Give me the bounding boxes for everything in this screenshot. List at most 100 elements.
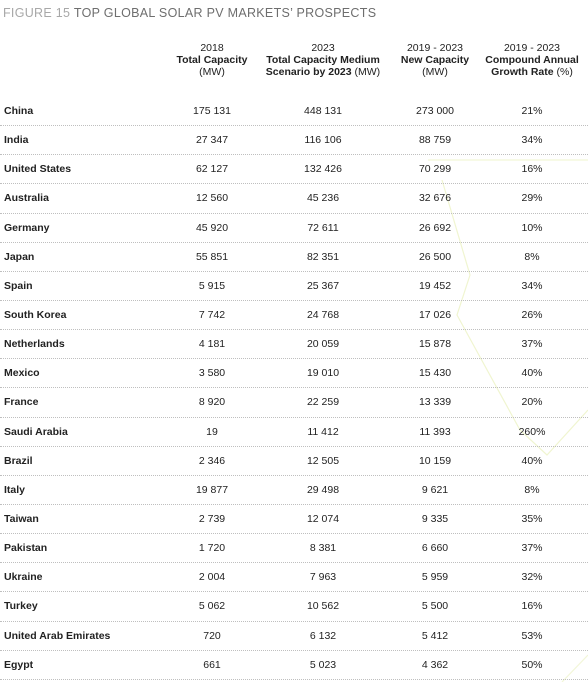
country-name: Australia xyxy=(4,192,49,205)
column-year: 2023 xyxy=(311,42,335,54)
table-row: India 27 347 116 106 88 759 34% xyxy=(0,126,588,156)
cagr-cell: 10% xyxy=(521,221,543,234)
column-year: 2019 - 2023 xyxy=(503,42,561,54)
table-row: Egypt 661 5 023 4 362 50% xyxy=(0,651,588,680)
cagr-cell: 8% xyxy=(524,250,540,263)
total-2018-cell: 2 004 xyxy=(198,571,226,584)
table-row: United Arab Emirates 720 6 132 5 412 53% xyxy=(0,622,588,651)
total-2018-cell: 5 062 xyxy=(198,600,226,613)
new-capacity-cell: 32 676 xyxy=(418,192,452,205)
cagr-cell: 40% xyxy=(521,367,543,380)
table-row: Brazil 2 346 12 505 10 159 40% xyxy=(0,447,588,476)
new-capacity-cell: 5 959 xyxy=(421,571,449,584)
column-name: Compound Annual Growth Rate xyxy=(485,54,579,78)
country-name: India xyxy=(4,134,29,147)
total-2023-cell: 22 259 xyxy=(306,396,340,409)
new-capacity-cell: 9 335 xyxy=(421,512,449,525)
cagr-cell: 37% xyxy=(521,542,543,555)
total-2023-cell: 12 505 xyxy=(306,454,340,467)
cagr-cell: 16% xyxy=(521,163,543,176)
table-row: Australia 12 560 45 236 32 676 29% xyxy=(0,184,588,214)
country-name: Brazil xyxy=(4,454,33,467)
cagr-cell: 32% xyxy=(521,571,543,584)
cagr-cell: 50% xyxy=(521,658,543,671)
data-table: China 175 131 448 131 273 000 21% India 27 34… xyxy=(0,97,588,680)
table-row: Turkey 5 062 10 562 5 500 16% xyxy=(0,592,588,622)
total-2018-cell: 3 580 xyxy=(198,367,226,380)
new-capacity-cell: 15 430 xyxy=(418,367,452,380)
new-capacity-cell: 88 759 xyxy=(418,134,452,147)
total-2018-cell: 175 131 xyxy=(193,105,231,117)
new-capacity-cell: 5 500 xyxy=(421,600,449,613)
country-name: Germany xyxy=(4,221,50,234)
country-name: Turkey xyxy=(4,600,38,613)
cagr-cell: 35% xyxy=(521,512,543,525)
table-row: Spain 5 915 25 367 19 452 34% xyxy=(0,272,588,301)
country-name: Spain xyxy=(4,279,33,292)
cagr-cell: 16% xyxy=(521,600,543,613)
total-2018-cell: 19 877 xyxy=(195,483,229,496)
column-unit: (MW) xyxy=(199,66,225,78)
country-name: Japan xyxy=(4,250,35,263)
total-2018-cell: 2 346 xyxy=(198,454,226,467)
column-name: Total Capacity Medium Scenario by 2023 xyxy=(265,54,380,78)
total-2018-cell: 27 347 xyxy=(195,134,229,147)
new-capacity-cell: 6 660 xyxy=(421,542,449,555)
new-capacity-cell: 13 339 xyxy=(418,396,452,409)
table-row: France 8 920 22 259 13 339 20% xyxy=(0,388,588,418)
country-name: Mexico xyxy=(4,367,40,380)
table-row: Italy 19 877 29 498 9 621 8% xyxy=(0,476,588,505)
country-name: Egypt xyxy=(4,658,34,671)
column-unit: (%) xyxy=(556,66,573,78)
cagr-cell: 26% xyxy=(521,308,543,321)
column-header-total-2023: 2023 Total Capacity Medium Scenario by 2… xyxy=(258,42,388,78)
cagr-cell: 21% xyxy=(521,105,543,117)
cagr-cell: 34% xyxy=(521,279,543,292)
total-2018-cell: 12 560 xyxy=(195,192,229,205)
total-2023-cell: 448 131 xyxy=(304,105,342,117)
total-2018-cell: 8 920 xyxy=(198,396,226,409)
table-row: China 175 131 448 131 273 000 21% xyxy=(0,97,588,127)
new-capacity-cell: 26 692 xyxy=(418,221,452,234)
column-name: Total Capacity xyxy=(176,54,248,66)
new-capacity-cell: 15 878 xyxy=(418,338,452,351)
new-capacity-cell: 70 299 xyxy=(418,163,452,176)
table-row: Japan 55 851 82 351 26 500 8% xyxy=(0,243,588,272)
table-row: Mexico 3 580 19 010 15 430 40% xyxy=(0,359,588,389)
cagr-cell: 40% xyxy=(521,454,543,467)
total-2018-cell: 45 920 xyxy=(195,221,229,234)
new-capacity-cell: 5 412 xyxy=(421,629,449,642)
total-2023-cell: 132 426 xyxy=(304,163,342,176)
column-header-cagr: 2019 - 2023 Compound Annual Growth Rate … xyxy=(478,42,586,78)
cagr-cell: 37% xyxy=(521,338,543,351)
country-name: China xyxy=(4,105,34,117)
total-2018-cell: 661 xyxy=(203,658,221,671)
total-2018-cell: 62 127 xyxy=(195,163,229,176)
total-2018-cell: 55 851 xyxy=(195,250,229,263)
total-2023-cell: 11 412 xyxy=(307,425,339,438)
total-2023-cell: 25 367 xyxy=(306,279,340,292)
total-2023-cell: 20 059 xyxy=(306,338,340,351)
new-capacity-cell: 10 159 xyxy=(418,454,452,467)
total-2023-cell: 29 498 xyxy=(306,483,340,496)
total-2023-cell: 116 106 xyxy=(304,134,342,147)
cagr-cell: 20% xyxy=(521,396,543,409)
table-row: Pakistan 1 720 8 381 6 660 37% xyxy=(0,534,588,564)
column-header-total-2018: 2018 Total Capacity (MW) xyxy=(168,42,256,78)
new-capacity-cell: 273 000 xyxy=(416,105,454,117)
new-capacity-cell: 19 452 xyxy=(418,279,452,292)
total-2018-cell: 4 181 xyxy=(198,338,226,351)
column-unit: (MW) xyxy=(422,66,448,78)
total-2023-cell: 45 236 xyxy=(306,192,340,205)
new-capacity-cell: 4 362 xyxy=(421,658,449,671)
column-year: 2019 - 2023 xyxy=(406,42,464,54)
total-2018-cell: 720 xyxy=(203,629,221,642)
total-2023-cell: 24 768 xyxy=(306,308,340,321)
country-name: Italy xyxy=(4,483,26,496)
country-name: Taiwan xyxy=(4,512,39,525)
new-capacity-cell: 11 393 xyxy=(419,425,451,438)
table-row: United States 62 127 132 426 70 299 16% xyxy=(0,155,588,185)
total-2018-cell: 5 915 xyxy=(198,279,226,292)
total-2023-cell: 72 611 xyxy=(307,221,339,234)
cagr-cell: 53% xyxy=(521,629,543,642)
